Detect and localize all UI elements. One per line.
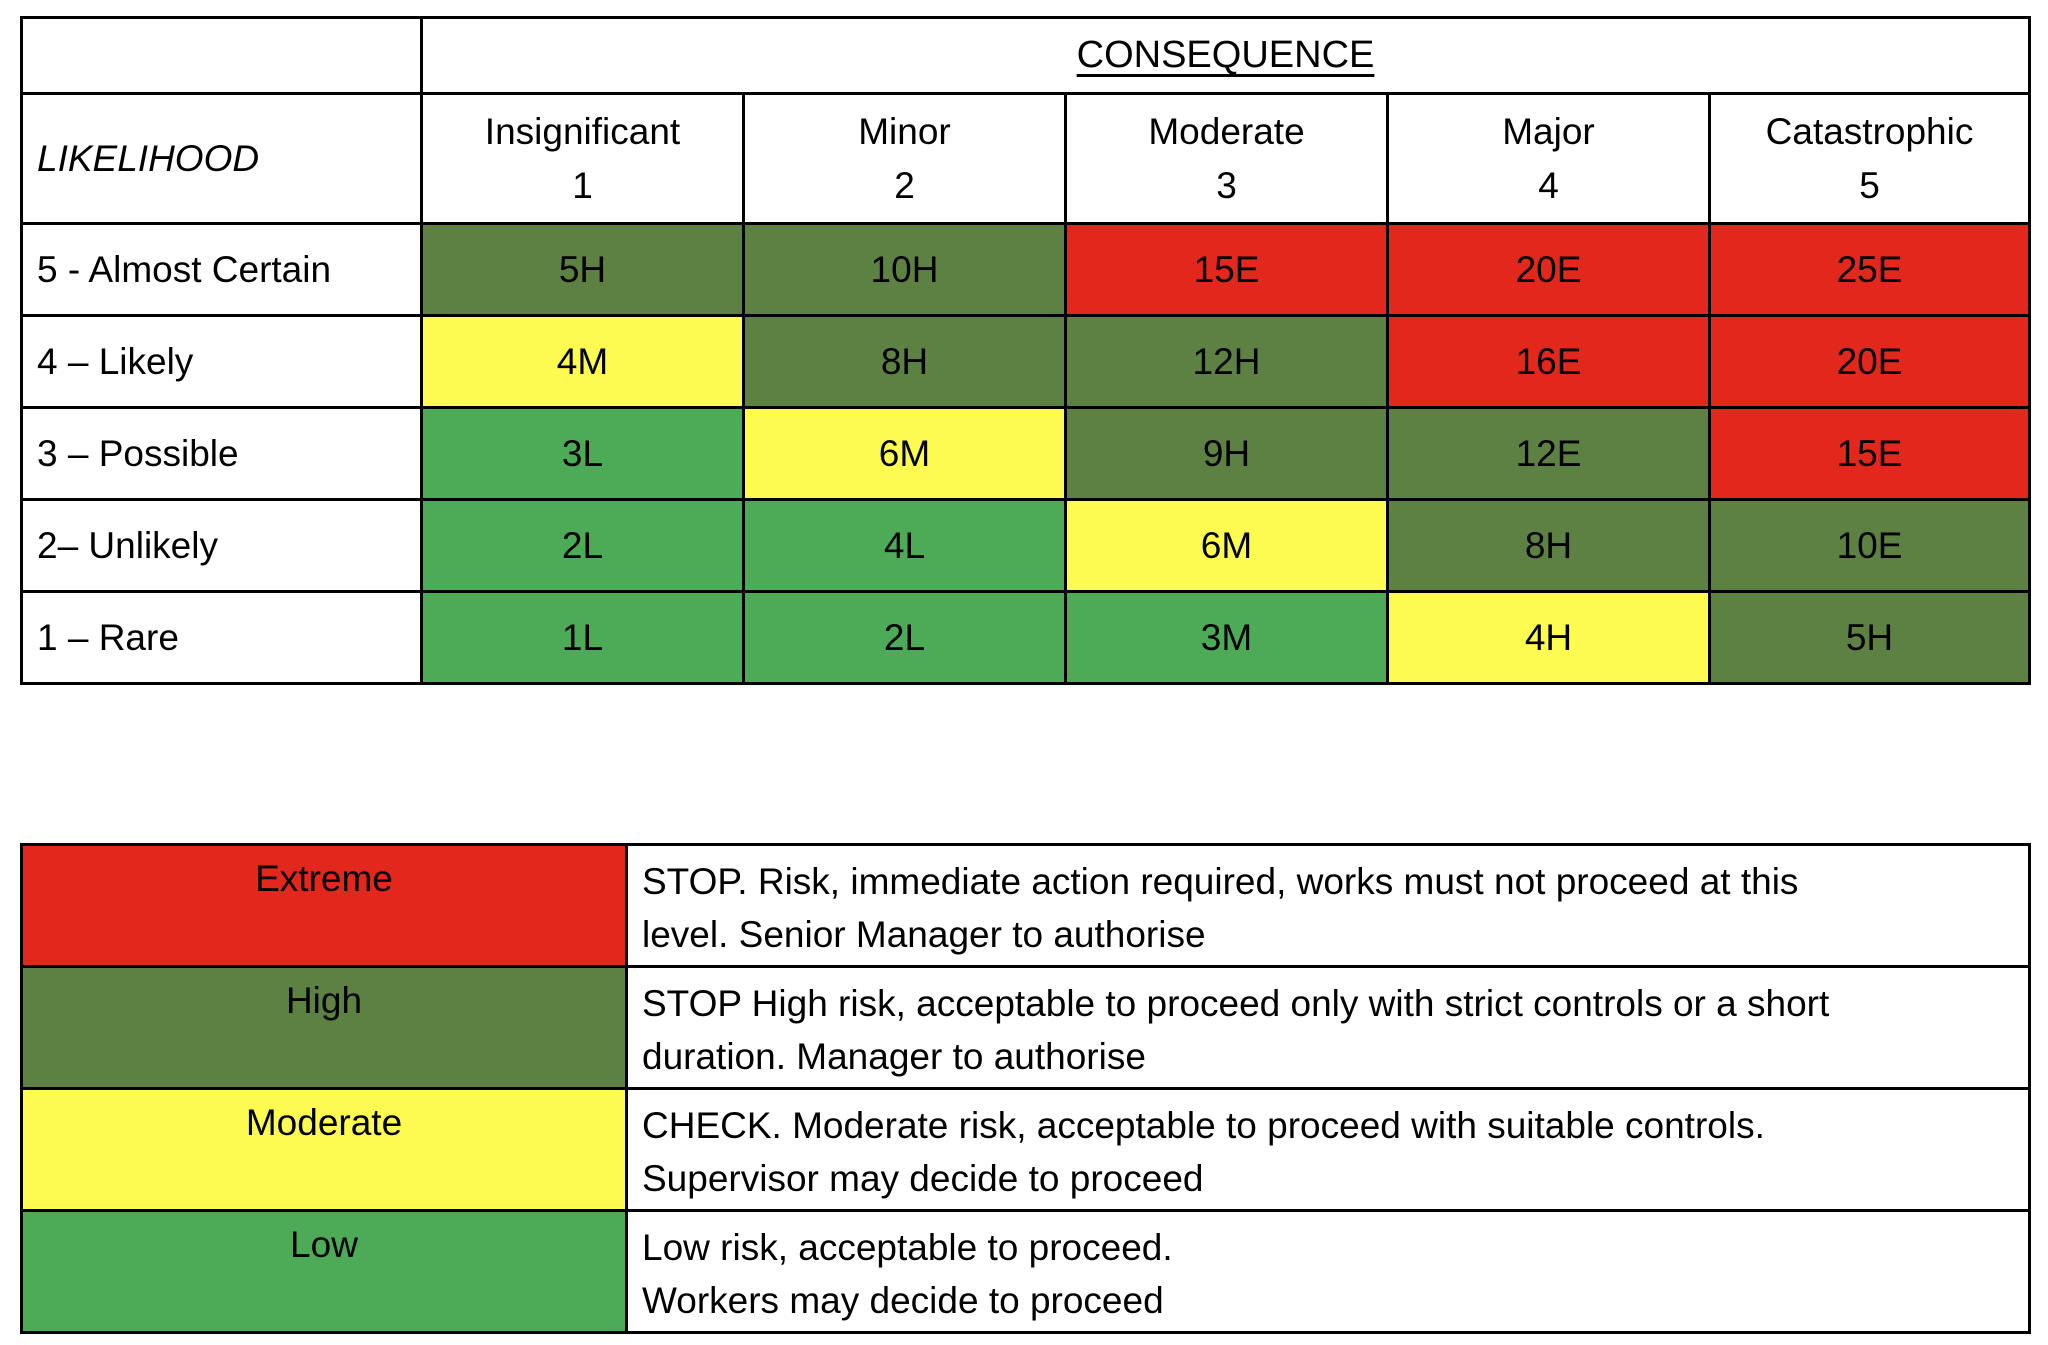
matrix-cell: 3M <box>1064 590 1389 685</box>
matrix-cell: 15E <box>1708 406 2031 501</box>
legend-description-line: level. Senior Manager to authorise <box>642 914 1206 955</box>
legend-label-extreme: Extreme <box>20 843 628 968</box>
matrix-cell: 8H <box>1386 498 1711 593</box>
matrix-cell: 10H <box>742 222 1067 317</box>
column-header-moderate: Moderate 3 <box>1064 92 1389 225</box>
column-header-major: Major 4 <box>1386 92 1711 225</box>
row-label: 2– Unlikely <box>20 498 423 593</box>
legend-description-line: CHECK. Moderate risk, acceptable to proc… <box>642 1105 1765 1146</box>
legend-row-low: Low Low risk, acceptable to proceed. Wor… <box>20 1209 2031 1334</box>
column-header-name: Catastrophic <box>1765 110 1974 152</box>
matrix-cell: 3L <box>420 406 745 501</box>
matrix-cell: 2L <box>742 590 1067 685</box>
matrix-row-almost-certain: 5 - Almost Certain 5H 10H 15E 20E 25E <box>20 222 2031 317</box>
column-header-number: 4 <box>1538 164 1559 206</box>
legend-row-high: High STOP High risk, acceptable to proce… <box>20 965 2031 1090</box>
legend-row-moderate: Moderate CHECK. Moderate risk, acceptabl… <box>20 1087 2031 1212</box>
matrix-cell: 8H <box>742 314 1067 409</box>
column-header-number: 3 <box>1216 164 1237 206</box>
column-header-name: Moderate <box>1148 110 1305 152</box>
legend-description-line: Supervisor may decide to proceed <box>642 1158 1204 1199</box>
legend-description-line: duration. Manager to authorise <box>642 1036 1146 1077</box>
matrix-cell: 2L <box>420 498 745 593</box>
matrix-corner-cell <box>20 16 423 95</box>
legend-description-line: Low risk, acceptable to proceed. <box>642 1227 1173 1268</box>
column-header-number: 1 <box>572 164 593 206</box>
row-label: 1 – Rare <box>20 590 423 685</box>
legend-description-line: Workers may decide to proceed <box>642 1280 1164 1321</box>
matrix-cell: 12E <box>1386 406 1711 501</box>
legend-label-moderate: Moderate <box>20 1087 628 1212</box>
column-header-name: Major <box>1502 110 1595 152</box>
legend-row-extreme: Extreme STOP. Risk, immediate action req… <box>20 843 2031 968</box>
legend-description-low: Low risk, acceptable to proceed. Workers… <box>625 1209 2031 1334</box>
legend-description-moderate: CHECK. Moderate risk, acceptable to proc… <box>625 1087 2031 1212</box>
matrix-cell: 1L <box>420 590 745 685</box>
likelihood-header-cell: LIKELIHOOD <box>20 92 423 225</box>
matrix-cell: 25E <box>1708 222 2031 317</box>
consequence-header-label: CONSEQUENCE <box>1076 34 1375 76</box>
matrix-row-likely: 4 – Likely 4M 8H 12H 16E 20E <box>20 314 2031 409</box>
column-header-catastrophic: Catastrophic 5 <box>1708 92 2031 225</box>
column-header-name: Minor <box>858 110 951 152</box>
matrix-cell: 20E <box>1386 222 1711 317</box>
matrix-cell: 4H <box>1386 590 1711 685</box>
matrix-cell: 10E <box>1708 498 2031 593</box>
matrix-cell: 5H <box>420 222 745 317</box>
matrix-cell: 12H <box>1064 314 1389 409</box>
risk-legend-table: Extreme STOP. Risk, immediate action req… <box>20 843 2031 1334</box>
matrix-cell: 15E <box>1064 222 1389 317</box>
matrix-cell: 4M <box>420 314 745 409</box>
matrix-row-possible: 3 – Possible 3L 6M 9H 12E 15E <box>20 406 2031 501</box>
legend-description-line: STOP High risk, acceptable to proceed on… <box>642 983 1830 1024</box>
column-header-insignificant: Insignificant 1 <box>420 92 745 225</box>
matrix-row-rare: 1 – Rare 1L 2L 3M 4H 5H <box>20 590 2031 685</box>
matrix-cell: 5H <box>1708 590 2031 685</box>
column-header-number: 5 <box>1859 164 1880 206</box>
legend-description-high: STOP High risk, acceptable to proceed on… <box>625 965 2031 1090</box>
matrix-row-unlikely: 2– Unlikely 2L 4L 6M 8H 10E <box>20 498 2031 593</box>
consequence-header-cell: CONSEQUENCE <box>420 16 2031 95</box>
legend-description-extreme: STOP. Risk, immediate action required, w… <box>625 843 2031 968</box>
row-label: 4 – Likely <box>20 314 423 409</box>
matrix-cell: 16E <box>1386 314 1711 409</box>
row-label: 3 – Possible <box>20 406 423 501</box>
matrix-cell: 20E <box>1708 314 2031 409</box>
risk-matrix-table: CONSEQUENCE LIKELIHOOD Insignificant 1 M… <box>20 16 2031 685</box>
column-header-minor: Minor 2 <box>742 92 1067 225</box>
legend-label-high: High <box>20 965 628 1090</box>
row-label: 5 - Almost Certain <box>20 222 423 317</box>
column-header-name: Insignificant <box>484 110 681 152</box>
matrix-cell: 4L <box>742 498 1067 593</box>
legend-label-low: Low <box>20 1209 628 1334</box>
matrix-cell: 6M <box>1064 498 1389 593</box>
matrix-cell: 9H <box>1064 406 1389 501</box>
matrix-cell: 6M <box>742 406 1067 501</box>
column-header-number: 2 <box>894 164 915 206</box>
legend-description-line: STOP. Risk, immediate action required, w… <box>642 861 1799 902</box>
